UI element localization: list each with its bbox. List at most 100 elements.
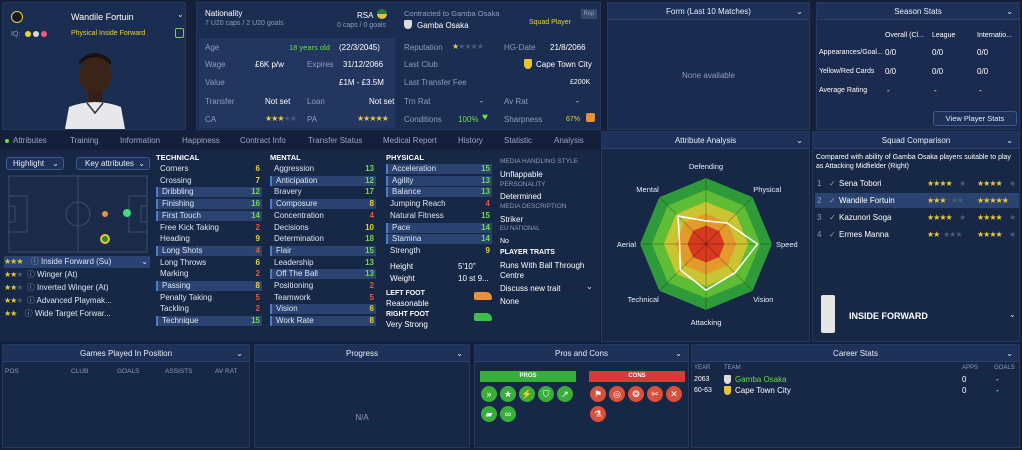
attribute-row[interactable]: Heading 9 bbox=[156, 234, 262, 244]
chevron-down-icon[interactable]: ⌄ bbox=[586, 282, 593, 291]
attribute-row[interactable]: Bravery 17 bbox=[270, 187, 376, 197]
attribute-row[interactable]: Aggression 13 bbox=[270, 164, 376, 174]
tab-history[interactable]: History bbox=[458, 136, 483, 145]
attribute-row[interactable]: Free Kick Taking 2 bbox=[156, 223, 262, 233]
attribute-row[interactable]: Long Shots 4 bbox=[156, 245, 262, 256]
attribute-row[interactable]: Tackling 2 bbox=[156, 304, 262, 314]
view-player-stats-button[interactable]: View Player Stats bbox=[933, 111, 1017, 126]
tools-icon[interactable]: ✂ bbox=[647, 386, 663, 402]
tab-analysis[interactable]: Analysis bbox=[554, 136, 584, 145]
highlight-dropdown[interactable]: Highlight ⌄ bbox=[6, 157, 64, 170]
tab-medical-report[interactable]: Medical Report bbox=[383, 136, 437, 145]
attribute-row[interactable]: Balance 13 bbox=[386, 187, 492, 198]
role-stars: ★★ bbox=[4, 309, 17, 318]
attribute-row[interactable]: Stamina 14 bbox=[386, 234, 492, 245]
chevron-down-icon[interactable]: ⌄ bbox=[1009, 310, 1016, 319]
tab-information[interactable]: Information bbox=[120, 136, 161, 145]
attribute-row[interactable]: Dribbling 12 bbox=[156, 187, 262, 198]
games-title: Games Played In Position bbox=[79, 349, 173, 358]
attribute-row[interactable]: Penalty Taking 5 bbox=[156, 293, 262, 303]
last-fee-value: £200K bbox=[570, 79, 591, 86]
attribute-row[interactable]: Anticipation 12 bbox=[270, 175, 376, 186]
attribute-row[interactable]: Teamwork 5 bbox=[270, 293, 376, 303]
comparison-row[interactable]: 1 ✓ Sena Tobori ★★★★ ★ ★★★★ ★ bbox=[815, 176, 1019, 191]
role-row[interactable]: ★★ ⓘ Wide Target Forwar... bbox=[4, 308, 111, 319]
eu-value: No bbox=[500, 238, 509, 245]
attribute-row[interactable]: Strength 9 bbox=[386, 246, 492, 256]
attribute-row[interactable]: Long Throws 6 bbox=[156, 258, 262, 268]
attribute-row[interactable]: First Touch 14 bbox=[156, 210, 262, 221]
chevron-down-icon[interactable]: ⌄ bbox=[456, 349, 463, 358]
chevron-down-icon[interactable]: ⌄ bbox=[1006, 7, 1013, 16]
attribute-row[interactable]: Positioning 2 bbox=[270, 281, 376, 291]
handshake-icon[interactable]: ∞ bbox=[500, 406, 516, 422]
comparison-header[interactable]: Squad Comparison ⌄ bbox=[813, 132, 1019, 149]
career-team[interactable]: Cape Town City bbox=[735, 386, 791, 395]
attribute-row[interactable]: Acceleration 15 bbox=[386, 164, 492, 174]
attribute-row[interactable]: Decisions 10 bbox=[270, 223, 376, 233]
comparison-row[interactable]: 4 ✓ Ermes Manna ★★ ★★★ ★★★★ ★ bbox=[815, 227, 1019, 242]
brain-icon[interactable]: ❂ bbox=[628, 386, 644, 402]
rep-button[interactable]: Rep bbox=[581, 9, 597, 19]
tab-attributes[interactable]: Attributes bbox=[13, 136, 47, 145]
progress-header[interactable]: Progress ⌄ bbox=[255, 345, 469, 362]
clipboard-icon[interactable] bbox=[175, 28, 184, 38]
star-icon[interactable]: ★ bbox=[500, 386, 516, 402]
role-row[interactable]: ★★★ ⓘ Winger (At) bbox=[4, 270, 78, 279]
tab-contract-info[interactable]: Contract Info bbox=[240, 136, 286, 145]
chevron-down-icon[interactable]: ⌄ bbox=[796, 136, 803, 145]
chevron-down-icon[interactable]: ⌄ bbox=[1006, 136, 1013, 145]
sprint-icon[interactable]: ⚑ bbox=[590, 386, 606, 402]
attribute-value: 10 bbox=[365, 222, 374, 232]
discuss-trait-link[interactable]: Discuss new trait bbox=[500, 284, 561, 293]
attribute-row[interactable]: Technique 15 bbox=[156, 316, 262, 327]
attribute-row[interactable]: Vision 6 bbox=[270, 304, 376, 315]
attribute-row[interactable]: Agility 13 bbox=[386, 175, 492, 186]
chevron-down-icon[interactable]: ⌄ bbox=[796, 7, 803, 16]
attribute-row[interactable]: Composure 8 bbox=[270, 199, 376, 210]
attribute-row[interactable]: Natural Fitness 15 bbox=[386, 211, 492, 221]
games-header[interactable]: Games Played In Position ⌄ bbox=[3, 345, 249, 362]
role-row[interactable]: ★★★ ⓘ Advanced Playmak... bbox=[4, 296, 112, 305]
season-header[interactable]: Season Stats ⌄ bbox=[817, 3, 1019, 20]
chevron-down-icon[interactable]: ⌄ bbox=[177, 10, 184, 19]
comparison-row[interactable]: 2 ✓ Wandile Fortuin ★★★ ★★ ★★★★★ bbox=[815, 193, 1019, 208]
role-row[interactable]: ★★★ ⓘ Inside Forward (Su) ⌄ bbox=[4, 256, 150, 268]
form-header[interactable]: Form (Last 10 Matches) ⌄ bbox=[608, 3, 809, 20]
trend-up-icon[interactable]: ↗ bbox=[557, 386, 573, 402]
attribute-row[interactable]: Marking 2 bbox=[156, 269, 262, 279]
pros-cons-header[interactable]: Pros and Cons ⌄ bbox=[475, 345, 688, 362]
tackle-icon[interactable]: ✕ bbox=[666, 386, 682, 402]
chevron-down-icon[interactable]: ⌄ bbox=[675, 349, 682, 358]
comparison-row[interactable]: 3 ✓ Kazunori Soga ★★★★ ★ ★★★★ ★ bbox=[815, 210, 1019, 225]
shield-icon[interactable]: ⛉ bbox=[538, 386, 554, 402]
target-icon[interactable]: ◎ bbox=[609, 386, 625, 402]
analysis-header[interactable]: Attribute Analysis ⌄ bbox=[602, 132, 809, 149]
tab-training[interactable]: Training bbox=[70, 136, 99, 145]
attribute-row[interactable]: Corners 6 bbox=[156, 164, 262, 174]
role-row[interactable]: ★★★ ⓘ Inverted Winger (At) bbox=[4, 283, 109, 292]
tab-happiness[interactable]: Happiness bbox=[182, 136, 220, 145]
attribute-row[interactable]: Leadership 13 bbox=[270, 258, 376, 268]
speed-icon[interactable]: » bbox=[481, 386, 497, 402]
attribute-row[interactable]: Jumping Reach 4 bbox=[386, 199, 492, 209]
career-header[interactable]: Career Stats ⌄ bbox=[692, 345, 1019, 362]
attribute-row[interactable]: Finishing 16 bbox=[156, 199, 262, 210]
attribute-row[interactable]: Work Rate 8 bbox=[270, 316, 376, 327]
flask-icon[interactable]: ⚗ bbox=[590, 406, 606, 422]
tab-statistic[interactable]: Statistic bbox=[504, 136, 533, 145]
running-icon[interactable]: ⚡ bbox=[519, 386, 535, 402]
attribute-row[interactable]: Passing 8 bbox=[156, 281, 262, 291]
attribute-row[interactable]: Off The Ball 13 bbox=[270, 269, 376, 280]
attribute-row[interactable]: Pace 14 bbox=[386, 222, 492, 233]
key-attributes-dropdown[interactable]: Key attributes ⌄ bbox=[76, 157, 150, 170]
chevron-down-icon[interactable]: ⌄ bbox=[1006, 349, 1013, 358]
boot-icon[interactable]: ▰ bbox=[481, 406, 497, 422]
attribute-row[interactable]: Determination 18 bbox=[270, 234, 376, 244]
attribute-row[interactable]: Concentration 4 bbox=[270, 211, 376, 221]
tab-transfer-status[interactable]: Transfer Status bbox=[308, 136, 363, 145]
attribute-row[interactable]: Crossing 7 bbox=[156, 176, 262, 186]
career-team[interactable]: Gamba Osaka bbox=[735, 375, 787, 384]
chevron-down-icon[interactable]: ⌄ bbox=[236, 349, 243, 358]
attribute-row[interactable]: Flair 15 bbox=[270, 245, 376, 256]
